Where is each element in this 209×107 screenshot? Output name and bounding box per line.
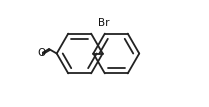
Text: Br: Br (98, 18, 110, 28)
Text: O: O (37, 48, 45, 59)
